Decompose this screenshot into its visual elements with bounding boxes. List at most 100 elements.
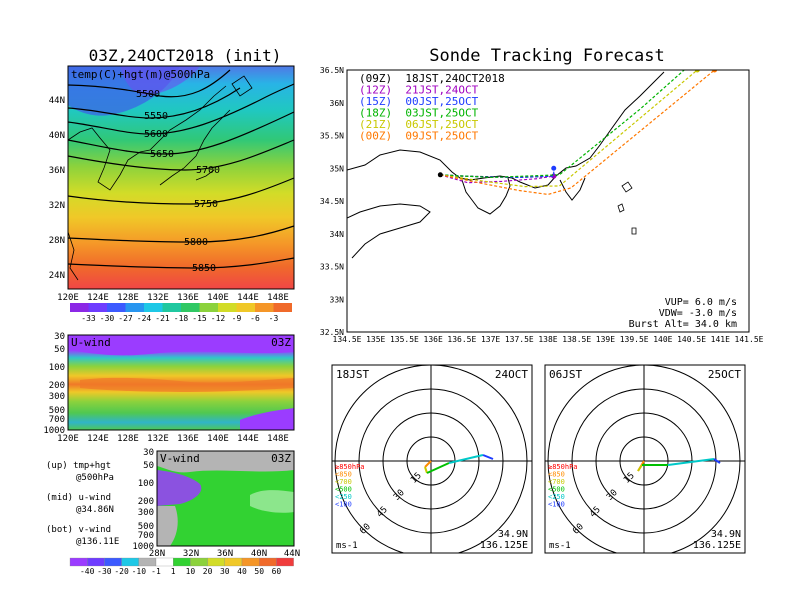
level-legend: <700 xyxy=(335,478,352,486)
hodograph-lon: 136.125E xyxy=(480,540,528,551)
lon-label: 120E xyxy=(57,293,79,303)
lat-label: 33.5N xyxy=(320,263,344,272)
v-wind-purple xyxy=(157,470,202,506)
legend-entry: (09Z) 18JST,24OCT2018 xyxy=(359,72,505,85)
desc-mid-1: (mid) u-wind xyxy=(46,493,111,503)
temp-map-frame xyxy=(67,65,295,290)
contour-5550: 5550 xyxy=(144,111,168,122)
hodograph-trace xyxy=(713,458,721,464)
u-wind-time: 03Z xyxy=(271,336,291,349)
temp-map-lat-labels: 44N 40N 36N 32N 28N 24N xyxy=(49,96,65,281)
hodograph-date: 25OCT xyxy=(708,368,741,381)
lat-label: 35N xyxy=(330,164,345,173)
lat-label: 44N xyxy=(49,96,65,106)
v-wind-upper-gray xyxy=(157,451,294,473)
colorbar-cell xyxy=(144,303,163,312)
vdw-param: VDW= -3.0 m/s xyxy=(659,308,737,319)
lon-label: 132E xyxy=(147,293,169,303)
colorbar-cell xyxy=(107,303,126,312)
colorbar-cell xyxy=(125,303,144,312)
legend-entry: (00Z) 09JST,25OCT xyxy=(359,130,479,143)
hodograph-time: 06JST xyxy=(549,368,582,381)
lat-label: 28N xyxy=(49,236,65,246)
colorbar-label: -27 xyxy=(118,314,133,323)
lon-label: 136E xyxy=(177,434,199,444)
wind-colorbar-labels: -40 -30 -20 -10 -1 1 10 20 30 40 50 60 xyxy=(80,567,281,576)
lon-label: 136.5E xyxy=(447,335,476,344)
hodograph-unit: ms-1 xyxy=(549,541,571,551)
colorbar-label: -20 xyxy=(114,567,129,576)
wind-colorbar: -40 -30 -20 -10 -1 1 10 20 30 40 50 60 xyxy=(69,557,294,576)
v-wind-time: 03Z xyxy=(271,452,291,465)
colorbar-label: 60 xyxy=(272,567,282,576)
desc-bot-1: (bot) v-wind xyxy=(46,525,111,535)
cold-core-inner xyxy=(120,66,200,96)
tracking-map: 36.5N 36N 35.5N 35N 34.5N 34N 33.5N 33N 32.5N 13… xyxy=(320,66,764,344)
level-legend: <500 xyxy=(548,486,565,494)
colorbar-cell xyxy=(190,557,208,567)
p-label: 700 xyxy=(49,415,65,425)
sonde-tracks xyxy=(437,70,718,196)
lon-label: 128E xyxy=(117,293,139,303)
track-endpoint xyxy=(712,70,718,73)
height-contours xyxy=(67,69,295,269)
hodograph-trace xyxy=(448,454,484,464)
coastline-shikoku xyxy=(347,203,431,259)
colorbar-label: 20 xyxy=(203,567,213,576)
desc-bot-2: @136.11E xyxy=(76,537,119,547)
p-label: 300 xyxy=(49,392,65,402)
lat-label: 36N xyxy=(49,166,65,176)
lon-label: 120E xyxy=(57,434,79,444)
lon-label: 137.5E xyxy=(505,335,534,344)
track-line xyxy=(440,70,698,188)
colorbar-label: -3 xyxy=(269,314,279,323)
level-legend: <100 xyxy=(335,501,352,509)
lon-label: 139E xyxy=(596,335,615,344)
colorbar-label: -33 xyxy=(81,314,96,323)
desc-mid-2: @34.86N xyxy=(76,505,114,515)
temp-colorbar: -33 -30 -27 -24 -21 -18 -15 -12 -9 -6 -3 xyxy=(70,303,292,323)
lat-label: 40N xyxy=(49,131,65,141)
colorbar-label: -30 xyxy=(100,314,115,323)
u-wind-p-labels: 30 50 100 200 300 500 700 1000 xyxy=(43,332,65,436)
p-label: 50 xyxy=(143,461,154,471)
lon-label: 124E xyxy=(87,293,109,303)
coastline-kii xyxy=(461,177,511,215)
p-label: 500 xyxy=(138,522,154,532)
lat-label: 32.5N xyxy=(320,328,344,337)
lon-label: 139.5E xyxy=(620,335,649,344)
colorbar-cell xyxy=(241,557,260,567)
tracking-legend: (09Z) 18JST,24OCT2018(12Z) 21JST,24OCT(1… xyxy=(359,72,505,143)
colorbar-cell xyxy=(70,303,89,312)
colorbar-label: 50 xyxy=(254,567,264,576)
colorbar-cell xyxy=(173,557,191,567)
lon-label: 140E xyxy=(207,434,229,444)
tracking-map-frame xyxy=(346,69,750,333)
lon-label: 141.5E xyxy=(735,335,764,344)
colorbar-cell xyxy=(69,557,88,567)
level-legend: <850 xyxy=(548,471,565,479)
lat-label: 36N xyxy=(330,99,345,108)
legend-entry: (18Z) 03JST,25OCT xyxy=(359,107,479,120)
colorbar-cell xyxy=(104,557,122,567)
colorbar-cell xyxy=(88,303,107,312)
lon-label: 136E xyxy=(424,335,443,344)
hodograph-lat: 34.9N xyxy=(711,529,741,540)
legend-entry: (21Z) 06JST,25OCT xyxy=(359,118,479,131)
hodograph-time: 18JST xyxy=(336,368,369,381)
contour-5650: 5650 xyxy=(150,149,174,160)
colorbar-cell xyxy=(121,557,139,567)
burst-param: Burst Alt= 34.0 km xyxy=(629,319,737,330)
hodograph-trace xyxy=(637,464,643,472)
lat-label: 32N xyxy=(49,201,65,211)
hodograph-trace xyxy=(482,454,494,460)
u-wind-lon-labels: 120E 124E 128E 132E 136E 140E 144E 148E xyxy=(57,434,289,444)
v-wind-panel: V-wind 03Z 30 50 100 200 300 500 700 100… xyxy=(132,448,300,559)
p-label: 300 xyxy=(138,508,154,518)
tracking-lat-labels: 36.5N 36N 35.5N 35N 34.5N 34N 33.5N 33N 32.5N xyxy=(320,66,344,337)
hodograph-date: 24OCT xyxy=(495,368,528,381)
hodograph-trace xyxy=(424,466,428,474)
